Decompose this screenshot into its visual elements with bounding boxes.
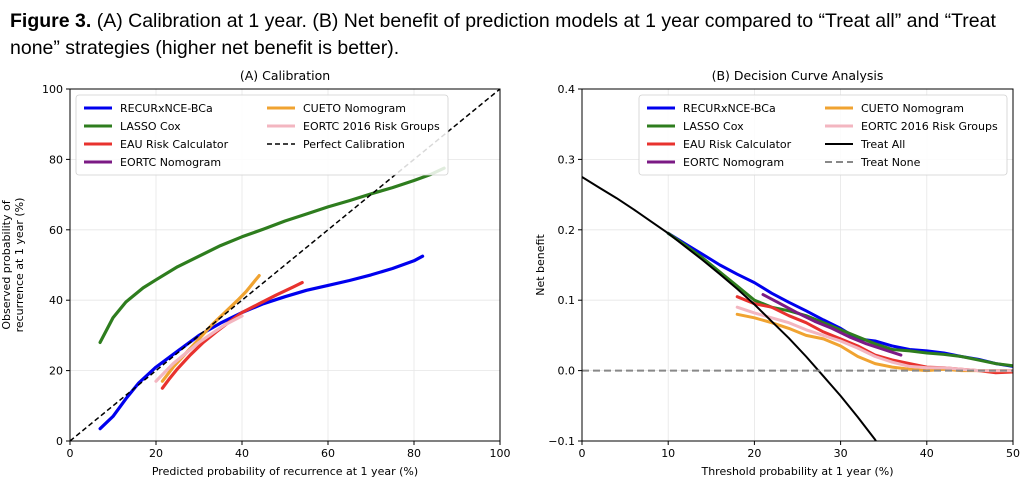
dca-xtick-label: 20 xyxy=(747,447,761,460)
calib-xtick-label: 40 xyxy=(235,447,249,460)
dca-legend-label: EAU Risk Calculator xyxy=(683,138,792,151)
calib-ytick-label: 80 xyxy=(49,153,63,166)
calib-series-line xyxy=(98,254,425,431)
dca-ytick-label: 0.0 xyxy=(558,365,576,378)
figure-caption: Figure 3. (A) Calibration at 1 year. (B)… xyxy=(10,8,1025,62)
dca-legend: RECURxNCE-BCa LASSO Cox EAU Risk Calculato… xyxy=(638,94,1008,176)
dca-ytick-label: 0.3 xyxy=(558,153,576,166)
figure-label: Figure 3. xyxy=(10,10,92,32)
dca-legend-label: Treat All xyxy=(860,138,905,151)
calib-xtick-label: 20 xyxy=(149,447,163,460)
dca-series-line xyxy=(666,231,1013,368)
figure-caption-text: (A) Calibration at 1 year. (B) Net benef… xyxy=(10,10,996,59)
calib-chart: 0 20 40 60 80 100 0 20 40 60 80 100 (A) Calibration P… xyxy=(0,68,511,478)
calib-ytick-label: 60 xyxy=(49,224,63,237)
calib-legend-label: Perfect Calibration xyxy=(303,138,405,151)
dca-ylabel: Net benefit xyxy=(534,234,547,296)
calib-ylabel: Observed probability of xyxy=(0,199,13,329)
calib-ytick-label: 40 xyxy=(49,294,63,307)
calib-series-line xyxy=(98,166,446,344)
calib-series-line xyxy=(154,314,244,383)
calib-ylabel: recurrence at 1 year (%) xyxy=(13,198,26,333)
dca-legend-box xyxy=(638,94,1008,176)
calib-xtick-label: 0 xyxy=(67,447,74,460)
dca-xlabel: Threshold probability at 1 year (%) xyxy=(700,465,893,478)
calib-series-group xyxy=(70,89,500,441)
dca-legend-label: EORTC Nomogram xyxy=(683,156,784,169)
calib-legend-label: EORTC Nomogram xyxy=(120,156,221,169)
dca-legend-label: Treat None xyxy=(860,156,921,169)
calib-legend-label: CUETO Nomogram xyxy=(303,102,406,115)
calib-xlabel: Predicted probability of recurrence at 1… xyxy=(152,465,418,478)
calib-title: (A) Calibration xyxy=(240,68,330,83)
dca-chart: 0 10 20 30 40 50 −0.1 0.0 0.1 0.2 0.3 0.4 (B) Decisi… xyxy=(534,68,1020,478)
calib-legend-label: EORTC 2016 Risk Groups xyxy=(303,120,440,133)
dca-series-line xyxy=(582,176,877,441)
dca-xtick-label: 0 xyxy=(579,447,586,460)
dca-series-line xyxy=(735,305,1013,373)
calib-legend-label: RECURxNCE-BCa xyxy=(120,102,213,115)
calib-ytick-label: 100 xyxy=(42,83,63,96)
calib-legend-label: EAU Risk Calculator xyxy=(120,138,229,151)
dca-title: (B) Decision Curve Analysis xyxy=(712,68,884,83)
dca-legend-label: LASSO Cox xyxy=(683,120,744,133)
dca-ytick-label: −0.1 xyxy=(548,435,575,448)
calib-ytick-label: 20 xyxy=(49,365,63,378)
calib-plot-frame xyxy=(69,88,501,442)
calib-legend: RECURxNCE-BCa LASSO Cox EAU Risk Calculato… xyxy=(75,94,449,176)
calib-xtick-label: 80 xyxy=(407,447,421,460)
calib-series-line xyxy=(70,89,500,441)
calib-xtick-label: 60 xyxy=(321,447,335,460)
dca-ytick-label: 0.2 xyxy=(558,224,576,237)
dca-plot-frame xyxy=(581,88,1014,442)
dca-xtick-label: 50 xyxy=(1006,447,1020,460)
dca-legend-label: CUETO Nomogram xyxy=(861,102,964,115)
dca-ytick-label: 0.1 xyxy=(558,294,576,307)
dca-xtick-label: 30 xyxy=(834,447,848,460)
calib-legend-box xyxy=(75,94,449,176)
dca-legend-label: EORTC 2016 Risk Groups xyxy=(861,120,998,133)
dca-series-line xyxy=(761,293,903,357)
dca-xtick-label: 40 xyxy=(920,447,934,460)
calib-legend-label: LASSO Cox xyxy=(120,120,181,133)
dca-xtick-label: 10 xyxy=(661,447,675,460)
dca-ytick-label: 0.4 xyxy=(558,83,576,96)
calib-ytick-label: 0 xyxy=(56,435,63,448)
calib-xtick-label: 100 xyxy=(490,447,511,460)
dca-legend-label: RECURxNCE-BCa xyxy=(683,102,776,115)
dca-series-group xyxy=(582,176,1013,441)
